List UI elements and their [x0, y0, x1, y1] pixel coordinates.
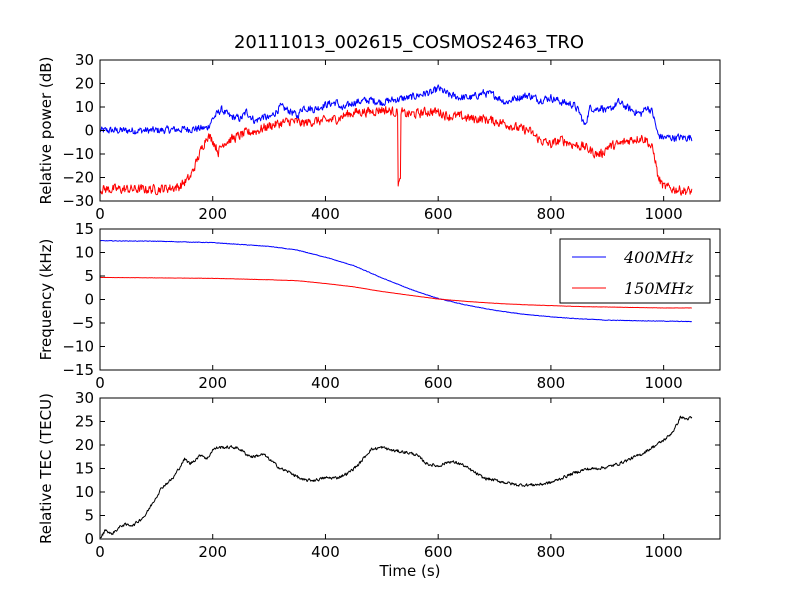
- y-tick-label: 10: [75, 98, 94, 116]
- legend-box: [559, 238, 711, 304]
- x-tick-label: 600: [424, 205, 453, 223]
- y-axis-label: Relative TEC (TECU): [37, 393, 55, 544]
- y-tick-label: −10: [62, 338, 94, 356]
- y-tick-label: 5: [84, 507, 94, 525]
- x-tick-label: 1000: [645, 374, 683, 392]
- x-tick-label: 800: [537, 543, 566, 561]
- y-tick-label: 15: [75, 460, 94, 478]
- series-line-400mhz: [100, 239, 692, 323]
- series-line-150mhz: [100, 276, 692, 309]
- x-tick-label: 400: [311, 543, 340, 561]
- y-tick-label: 20: [75, 436, 94, 454]
- y-axis-label: Frequency (kHz): [37, 239, 55, 361]
- power-panel: 0 200 400 600 800 1000 30 20 10 0 −10 −20 −30 Relativ…: [37, 51, 721, 223]
- x-tick-label: 400: [311, 205, 340, 223]
- y-tick-label: −10: [62, 145, 94, 163]
- y-tick-label: 25: [75, 413, 94, 431]
- series-line-0-1: [100, 106, 693, 196]
- y-tick-label: 30: [75, 51, 94, 69]
- y-tick-label: 10: [75, 244, 94, 262]
- frequency-panel: 0 200 400 600 800 1000 15 10 5 0 −5 −10 −15 Frequency…: [37, 220, 721, 392]
- x-tick-label: 800: [537, 205, 566, 223]
- y-tick-label: 10: [75, 483, 94, 501]
- series-group: [100, 415, 693, 539]
- y-tick-label: 5: [84, 267, 94, 285]
- chart-title: 20111013_002615_COSMOS2463_TRO: [234, 32, 584, 53]
- x-tick-label: 1000: [645, 205, 683, 223]
- x-tick-label: 0: [95, 543, 105, 561]
- y-tick-label: 20: [75, 75, 94, 93]
- x-tick-label: 600: [424, 374, 453, 392]
- x-tick-label: 200: [198, 374, 227, 392]
- y-tick-label: 15: [75, 220, 94, 238]
- y-tick-label: 0: [84, 122, 94, 140]
- x-tick-label: 0: [95, 205, 105, 223]
- y-tick-label: −30: [62, 192, 94, 210]
- legend-label: 400MHz: [623, 248, 694, 267]
- x-tick-label: 200: [198, 205, 227, 223]
- x-tick-label: 600: [424, 543, 453, 561]
- x-tick-label: 400: [311, 374, 340, 392]
- x-tick-label: 800: [537, 374, 566, 392]
- y-tick-label: 0: [84, 291, 94, 309]
- x-tick-label: 0: [95, 374, 105, 392]
- x-axis-label: Time (s): [379, 562, 441, 580]
- y-tick-label: 0: [84, 530, 94, 548]
- legend-label: 150MHz: [624, 279, 694, 298]
- series-group: [100, 239, 692, 323]
- y-tick-label: −5: [72, 314, 94, 332]
- y-axis-label: Relative power (dB): [37, 57, 55, 205]
- y-tick-label: 30: [75, 389, 94, 407]
- x-tick-label: 200: [198, 543, 227, 561]
- legend: 400MHz 150MHz: [559, 238, 711, 304]
- series-line-0-0: [100, 84, 693, 142]
- y-tick-label: −15: [62, 361, 94, 379]
- axes-frame: [99, 397, 721, 540]
- series-line-2-0: [100, 415, 693, 539]
- series-group: [100, 84, 693, 196]
- axes-frame: [99, 59, 721, 202]
- x-tick-label: 1000: [645, 543, 683, 561]
- y-tick-label: −20: [62, 169, 94, 187]
